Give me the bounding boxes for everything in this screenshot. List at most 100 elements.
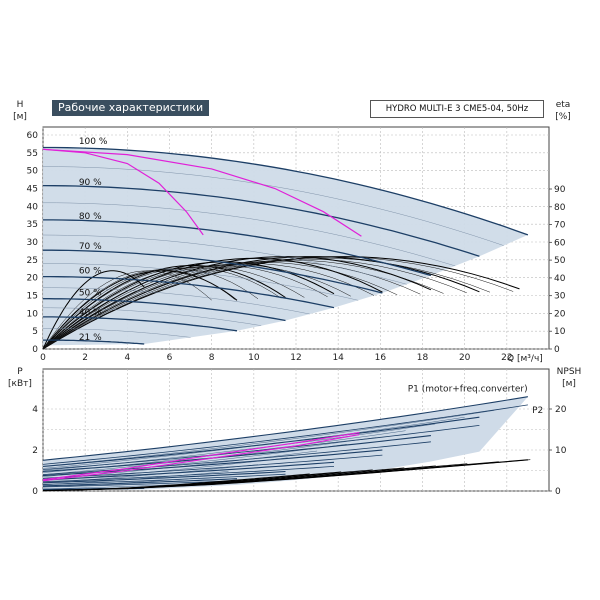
eta-tick-label: 30	[554, 292, 566, 302]
p1-curve	[42, 478, 238, 487]
y-tick-label: 25	[27, 256, 38, 266]
efficiency-curve-thin	[42, 268, 259, 350]
eta-tick-label: 90	[554, 185, 566, 195]
eta-tick-label: 80	[554, 203, 566, 213]
head-curve-thin	[43, 307, 262, 326]
y-tick-label: 55	[27, 149, 38, 159]
head-curve-thin	[43, 202, 456, 267]
magenta-power-curve	[42, 434, 360, 482]
x-tick-label: 2	[82, 353, 88, 363]
speed-label: 100 %	[79, 137, 108, 147]
speed-label: 70 %	[79, 242, 102, 252]
power-envelope	[43, 396, 528, 491]
x-tick-label: 6	[167, 353, 173, 363]
efficiency-curve	[42, 265, 286, 350]
power-curve-thin	[42, 417, 465, 469]
eta-axis-unit: [%]	[555, 112, 571, 122]
eta-tick-label: 40	[554, 274, 566, 284]
npsh-axis-title: NPSH	[557, 367, 582, 377]
head-curve-60	[43, 275, 335, 309]
head-curve-50	[43, 298, 286, 322]
x-tick-label: 20	[459, 353, 471, 363]
power-curve-thin	[42, 471, 229, 486]
head-curve-thin	[42, 234, 407, 285]
p-tick-label: 2	[32, 446, 38, 456]
speed-label: 40 %	[79, 308, 102, 318]
p2-curve	[42, 404, 528, 465]
head-curve-thin	[42, 166, 504, 246]
eta-tick-label: 10	[554, 327, 566, 337]
y-tick-label: 10	[27, 309, 39, 319]
efficiency-curve	[42, 270, 145, 350]
chart-title: Рабочие характеристики	[52, 100, 210, 116]
efficiency-curve-thin	[42, 259, 444, 350]
speed-label: 60 %	[79, 266, 102, 276]
speed-label: 21 %	[79, 333, 102, 343]
power-curve-thin	[42, 484, 170, 490]
p-tick-label: 0	[32, 487, 38, 497]
npsh-curve-main	[42, 459, 528, 492]
y-tick-label: 0	[32, 345, 38, 355]
head-curve-80	[43, 219, 432, 277]
p-axis-unit: [кВт]	[8, 379, 32, 389]
y-axis-title: H	[17, 100, 24, 110]
y-tick-label: 5	[32, 327, 38, 337]
power-plot: 0 2 4 0 10 20 P [кВт] NPSH [м] P1 (motor+freq.conv…	[8, 367, 581, 497]
efficiency-curve	[42, 257, 383, 350]
head-curve-70	[43, 249, 383, 294]
y-tick-label: 20	[27, 274, 39, 284]
power-curve-thin	[42, 423, 436, 471]
x-tick-label: 10	[248, 353, 260, 363]
npsh-tick-label: 20	[555, 405, 567, 415]
magenta-curve	[42, 148, 204, 236]
x-tick-label: 16	[375, 353, 387, 363]
p2-curve	[42, 454, 383, 479]
y-axis-unit: [м]	[13, 112, 27, 122]
efficiency-curve-thin	[42, 260, 421, 350]
efficiency-curve-thin	[42, 265, 328, 350]
speed-label: 90 %	[79, 178, 102, 188]
eta-tick-label: 0	[554, 345, 560, 355]
x-tick-label: 0	[40, 353, 46, 363]
y-tick-label: 35	[27, 220, 38, 230]
head-curve-90	[42, 184, 480, 257]
power-curve-thin	[42, 410, 495, 467]
npsh-tick-label: 10	[555, 446, 567, 456]
x-tick-label: 22	[501, 353, 512, 363]
npsh-tick-label: 0	[555, 487, 561, 497]
speed-label: 50 %	[79, 289, 102, 299]
magenta-power-curve	[42, 432, 360, 481]
y-tick-label: 40	[27, 202, 39, 212]
efficiency-curve-thin	[42, 258, 467, 350]
eta-tick-label: 50	[554, 256, 566, 266]
head-curve-40	[43, 316, 238, 332]
eta-tick-label: 70	[554, 221, 566, 231]
power-curve-thin	[42, 477, 200, 488]
power-curve-thin	[42, 457, 288, 481]
model-label: HYDRO MULTI-E 3 CME5-04, 50Hz	[370, 100, 544, 118]
y-tick-label: 30	[27, 238, 39, 248]
x-tick-label: 18	[417, 353, 429, 363]
x-axis-title: Q	[507, 354, 514, 364]
p-tick-label: 4	[32, 405, 38, 415]
p1-label: P1 (motor+freq.converter)	[408, 385, 528, 395]
p2-curve	[42, 441, 431, 475]
efficiency-curve-thin	[42, 262, 398, 350]
magenta-curve	[42, 148, 362, 237]
speed-label: 80 %	[79, 212, 102, 222]
eta-tick-label: 60	[554, 238, 566, 248]
p2-curve	[42, 480, 238, 488]
efficiency-curve	[42, 256, 432, 350]
efficiency-curve-thin	[42, 257, 491, 350]
head-curve-thin	[43, 263, 359, 301]
power-curve-thin	[42, 464, 259, 483]
x-axis-unit: [м³/ч]	[517, 354, 543, 364]
eta-tick-label: 20	[554, 309, 566, 319]
y-tick-label: 45	[27, 185, 38, 195]
p1-curve	[42, 461, 335, 481]
y-tick-label: 60	[27, 131, 39, 141]
power-curve-thin	[42, 444, 347, 477]
eta-axis-title: eta	[556, 100, 571, 110]
power-curve-thin	[42, 430, 406, 473]
